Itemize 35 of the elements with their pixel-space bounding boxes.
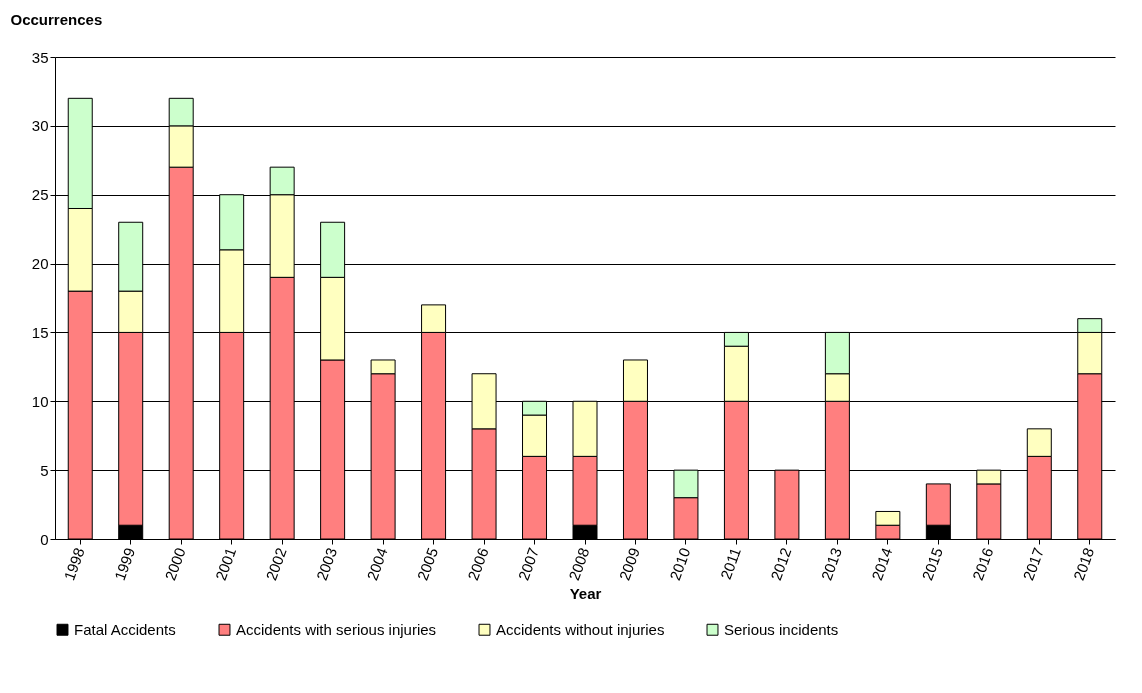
x-tick-label: 2005: [413, 545, 442, 583]
x-tick-label: 2015: [918, 545, 946, 583]
y-axis-title: Occurrences: [10, 10, 103, 28]
x-tick-label: 2001: [211, 545, 240, 583]
x-tick-label: 1998: [60, 545, 88, 583]
y-tick-label: 20: [31, 255, 49, 273]
y-tick-label: 30: [31, 117, 49, 135]
x-tick-label: 2013: [817, 545, 845, 583]
x-tick-label: 2014: [867, 545, 896, 583]
x-tick-label: 2000: [161, 545, 189, 583]
legend-label: Accidents without injuries: [496, 620, 665, 638]
x-axis-title: Year: [569, 584, 602, 602]
y-tick-label: 5: [40, 461, 49, 479]
legend-label: Accidents with serious injuries: [236, 620, 437, 638]
y-tick-label: 15: [31, 323, 49, 341]
x-tick-label: 2007: [514, 545, 543, 583]
x-tick-label: 2018: [1069, 545, 1098, 583]
x-tick-label: 1999: [110, 545, 139, 583]
y-tick-label: 35: [31, 48, 49, 66]
x-tick-label: 2006: [464, 545, 492, 583]
x-tick-label: 2011: [716, 545, 744, 582]
y-tick-label: 0: [40, 530, 49, 548]
x-tick-label: 2004: [363, 545, 391, 583]
x-tick-label: 2009: [615, 545, 643, 583]
legend-label: Fatal Accidents: [74, 620, 176, 638]
x-tick-label: 2017: [1019, 545, 1047, 583]
x-tick-label: 2016: [968, 545, 997, 583]
x-tick-label: 2002: [262, 545, 290, 583]
x-tick-label: 2010: [666, 545, 694, 583]
x-tick-label: 2008: [565, 545, 593, 583]
y-tick-label: 10: [31, 392, 49, 410]
x-tick-label: 2003: [312, 545, 341, 583]
x-tick-label: 2012: [767, 545, 795, 583]
legend-label: Serious incidents: [724, 620, 839, 638]
y-tick-label: 25: [31, 186, 49, 204]
